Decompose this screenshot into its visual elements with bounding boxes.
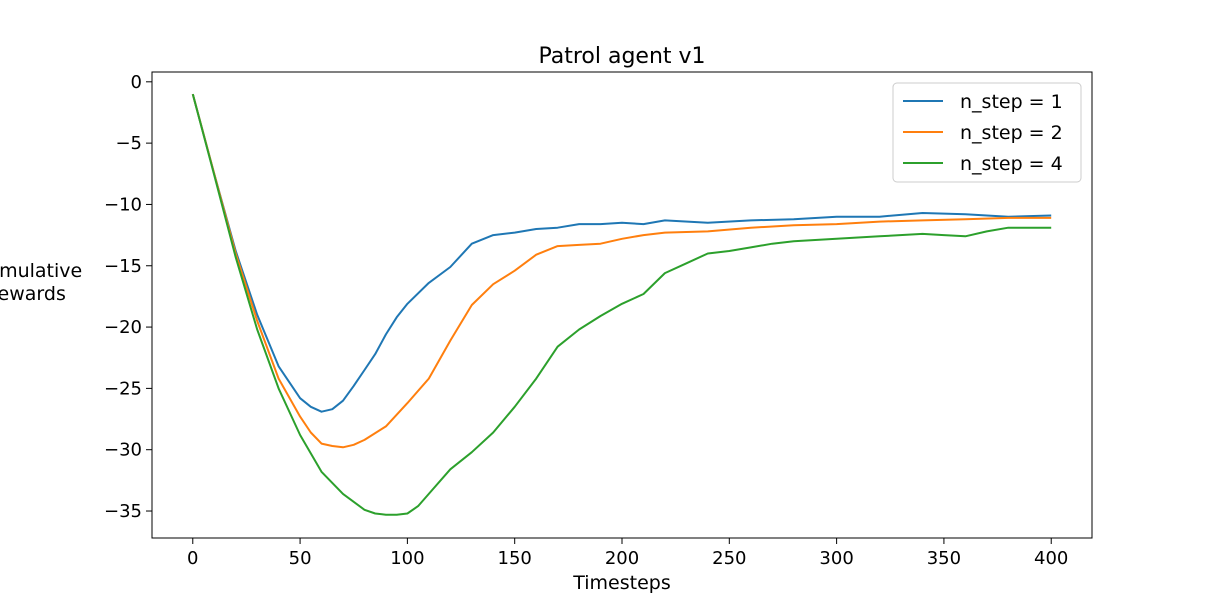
x-tick-label: 350	[927, 548, 961, 569]
x-tick-label: 100	[390, 548, 424, 569]
y-tick-label: −20	[104, 317, 142, 338]
y-tick-label: −35	[104, 501, 142, 522]
y-tick-label: −15	[104, 256, 142, 277]
series-line	[191, 93, 1052, 449]
x-tick-label: 300	[819, 548, 853, 569]
series-lines	[191, 93, 1052, 516]
x-tick-label: 400	[1034, 548, 1068, 569]
x-tick-label: 50	[289, 548, 312, 569]
y-tick-label: −5	[115, 133, 142, 154]
legend-label: n_step = 1	[960, 91, 1063, 113]
x-tick-label: 250	[712, 548, 746, 569]
y-tick-label: −25	[104, 378, 142, 399]
chart-title: Patrol agent v1	[538, 44, 705, 69]
y-axis-label: Cumulativerewards	[0, 260, 82, 305]
y-tick-label: 0	[131, 72, 142, 93]
series-line	[191, 93, 1052, 516]
y-axis-label-line: Cumulative	[0, 260, 82, 282]
plot-frame	[151, 71, 1093, 539]
x-tick-label: 200	[605, 548, 639, 569]
y-tick-label: −10	[104, 194, 142, 215]
x-tick-label: 150	[498, 548, 532, 569]
series-line	[191, 93, 1052, 413]
x-axis-label: Timesteps	[572, 572, 671, 594]
y-tick-label: −30	[104, 440, 142, 461]
legend-label: n_step = 4	[960, 153, 1063, 175]
y-axis-label-line: rewards	[0, 283, 66, 305]
legend: n_step = 1 n_step = 2 n_step = 4	[892, 82, 1082, 183]
axis-ticks: 0 50 100 150 200 250 300 350 400 0 −5 −10 −15 −20 −25 −…	[104, 72, 1068, 569]
legend-label: n_step = 2	[960, 122, 1063, 144]
x-tick-label: 0	[187, 548, 198, 569]
legend-box	[892, 82, 1082, 183]
